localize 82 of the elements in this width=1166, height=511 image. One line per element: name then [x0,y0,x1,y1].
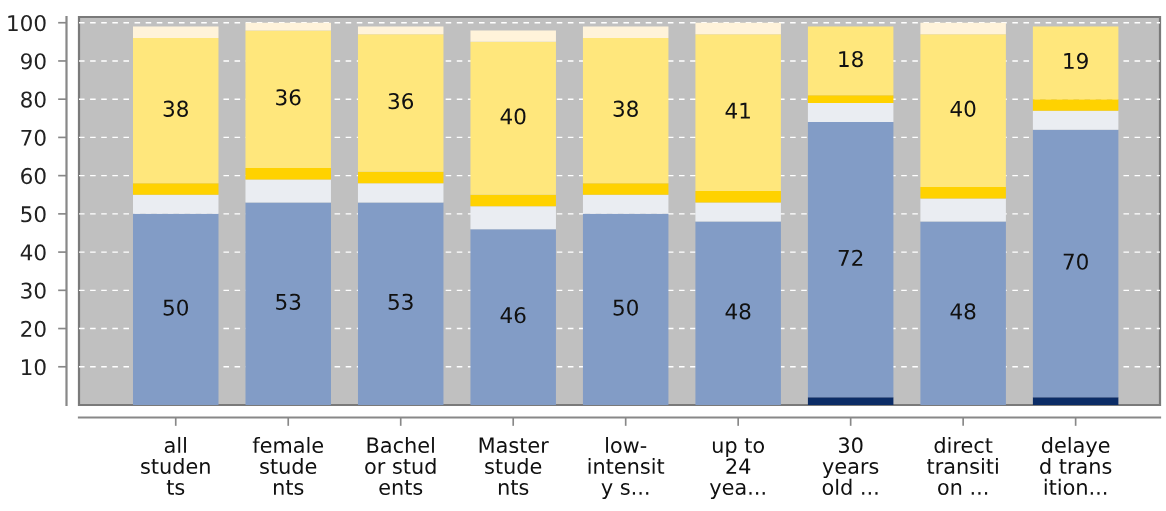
bar [807,397,894,405]
y-tick-label: 60 [21,167,46,185]
bar [807,26,894,96]
bar [695,34,781,191]
bar [807,122,894,398]
bar [132,194,219,214]
data-label: 48 [950,303,976,320]
bar [807,95,894,104]
bar [920,22,1006,35]
data-label: 38 [613,100,638,117]
bar [920,198,1006,222]
bar [695,22,781,35]
y-tick-label: 30 [21,282,46,299]
bar [132,38,219,184]
x-tick-label: Master stude nts [479,437,549,495]
data-label: 36 [388,92,414,110]
bar [245,179,331,203]
x-tick-label: up to 24 yea... [709,438,765,500]
bar [1032,397,1119,405]
bar [582,26,669,39]
bar [357,34,444,172]
data-label: 19 [1064,52,1088,70]
bar [920,221,1006,405]
bar [357,26,444,35]
bar [132,26,219,39]
y-tick-label: 100 [8,14,46,32]
bar [582,194,669,214]
data-label: 40 [500,108,526,125]
bar [807,103,894,123]
bar [132,183,219,195]
data-label: 38 [163,100,188,117]
bar [245,22,331,31]
y-tick-label: 90 [21,53,46,70]
y-tick-label: 50 [21,206,46,223]
data-label: 53 [276,293,301,310]
y-tick-label: 40 [20,244,46,261]
bar [1032,110,1119,130]
y-tick-label: 10 [22,358,46,376]
bar [245,168,331,180]
x-tick-label: 30 years old ... [822,437,879,495]
data-label: 40 [950,100,976,117]
data-label: 41 [725,102,750,119]
data-label: 18 [839,50,863,68]
bar [1032,99,1119,111]
y-tick-label: 70 [21,129,46,146]
x-tick-label: all studen ts [141,436,210,495]
bar [357,202,444,405]
data-label: 46 [500,307,526,324]
x-tick-label: delaye d trans ition... [1040,436,1112,495]
bar [357,171,444,184]
data-label: 70 [1063,253,1088,270]
bar [470,229,556,405]
bar [357,183,444,203]
bar [245,30,331,168]
bar [582,38,669,184]
x-tick-label: direct transiti on ... [927,436,998,495]
bar [920,187,1006,199]
bar [470,206,556,230]
x-tick-label: female stude nts [252,436,324,495]
data-label: 36 [276,89,301,106]
bar [470,41,556,195]
x-tick-label: low- intensit y s... [588,436,665,500]
bar [1032,129,1119,398]
data-label: 53 [388,293,413,310]
bar [470,30,556,42]
y-tick-label: 20 [21,320,46,338]
data-label: 72 [838,249,863,266]
data-label: 50 [163,299,189,316]
bar [245,202,331,405]
bar [695,221,781,405]
x-tick-label: Bachel or stud ents [365,436,436,495]
y-tick-label: 80 [21,91,46,108]
bar [695,190,781,203]
bar [695,202,781,222]
bar [132,213,219,405]
bar [582,213,669,405]
data-label: 48 [725,303,751,320]
bar [920,34,1006,188]
bar [1032,26,1119,100]
bar [582,183,669,195]
data-label: 50 [613,299,638,316]
bar [470,194,556,207]
